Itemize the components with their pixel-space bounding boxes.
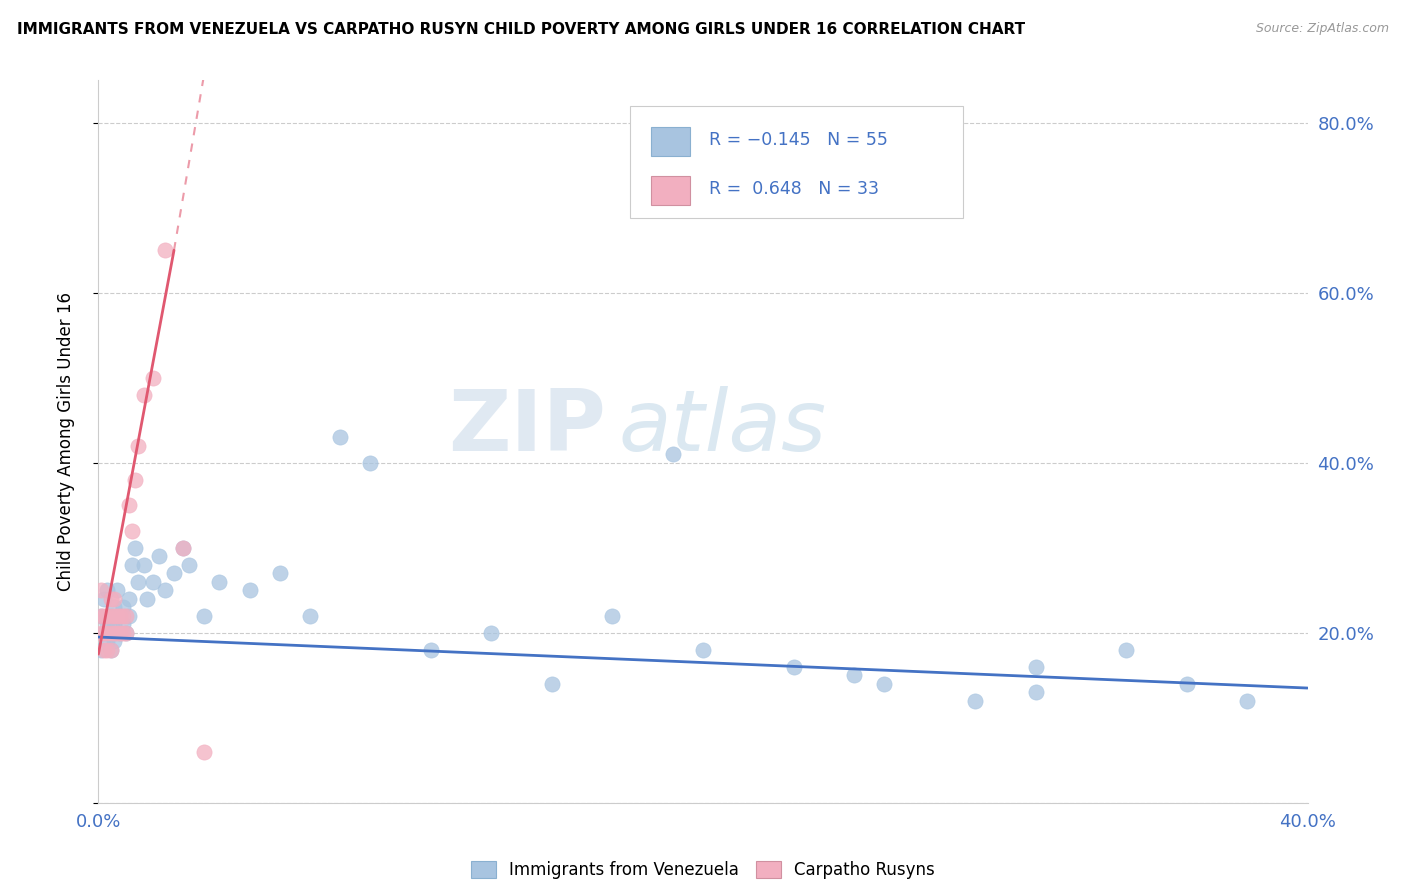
Point (96, 608, 118, 623)
Text: ZIP: ZIP (449, 385, 606, 468)
Point (96, 634, 118, 648)
Point (93, 642, 115, 657)
Point (142, 371, 165, 385)
Point (193, 608, 215, 623)
Point (1024, 685, 1046, 699)
Point (148, 549, 170, 564)
Point (269, 566, 291, 581)
Point (90, 642, 112, 657)
Point (208, 574, 231, 589)
Point (108, 608, 131, 623)
Point (135, 591, 157, 606)
Point (193, 745, 215, 759)
Point (114, 625, 136, 640)
Point (299, 608, 322, 623)
Point (103, 591, 125, 606)
Point (118, 498, 141, 512)
Point (93, 608, 115, 623)
Point (96, 617, 118, 632)
Point (873, 677, 896, 691)
Text: IMMIGRANTS FROM VENEZUELA VS CARPATHO RUSYN CHILD POVERTY AMONG GIRLS UNDER 16 C: IMMIGRANTS FROM VENEZUELA VS CARPATHO RU… (17, 22, 1025, 37)
Point (103, 600, 125, 615)
Point (105, 583, 128, 598)
Point (105, 625, 128, 640)
Point (124, 541, 146, 555)
Point (114, 625, 136, 640)
Point (96, 625, 118, 640)
Point (172, 541, 194, 555)
Point (103, 634, 125, 648)
Point (142, 574, 165, 589)
Point (783, 660, 806, 674)
Point (111, 625, 134, 640)
Legend: Immigrants from Venezuela, Carpatho Rusyns: Immigrants from Venezuela, Carpatho Rusy… (464, 855, 942, 886)
Point (100, 608, 122, 623)
Point (100, 625, 122, 640)
Point (100, 591, 122, 606)
Point (114, 608, 136, 623)
Point (96, 642, 118, 657)
Point (124, 473, 146, 487)
Point (132, 388, 155, 402)
Point (96, 583, 118, 598)
Point (90, 625, 112, 640)
Point (965, 694, 987, 708)
Point (127, 439, 149, 453)
Point (1115, 642, 1137, 657)
Point (111, 608, 134, 623)
Point (661, 447, 683, 461)
Point (602, 608, 624, 623)
Point (93, 625, 115, 640)
Y-axis label: Child Poverty Among Girls Under 16: Child Poverty Among Girls Under 16 (56, 292, 75, 591)
Point (844, 668, 866, 682)
Point (132, 558, 155, 572)
Point (127, 574, 149, 589)
Point (108, 625, 131, 640)
Point (121, 558, 143, 572)
Point (90, 608, 112, 623)
Point (239, 583, 262, 598)
Point (90, 608, 112, 623)
Point (1175, 677, 1198, 691)
Point (1236, 694, 1258, 708)
Point (481, 625, 503, 640)
Point (108, 608, 131, 623)
Point (540, 677, 562, 691)
Point (420, 642, 443, 657)
Bar (651, 128, 690, 156)
Point (100, 625, 122, 640)
Text: atlas: atlas (619, 385, 827, 468)
Point (118, 608, 141, 623)
Point (100, 642, 122, 657)
Point (692, 642, 714, 657)
Point (93, 625, 115, 640)
Point (111, 617, 134, 632)
Point (105, 608, 128, 623)
Point (100, 608, 122, 623)
Point (93, 591, 115, 606)
Point (172, 541, 194, 555)
Point (329, 430, 352, 444)
Point (111, 600, 134, 615)
Point (103, 608, 125, 623)
Point (100, 642, 122, 657)
Point (360, 456, 382, 470)
Point (153, 583, 176, 598)
Point (179, 558, 201, 572)
Point (103, 625, 125, 640)
Bar (651, 177, 690, 205)
Point (105, 608, 128, 623)
Point (108, 625, 131, 640)
Point (90, 583, 112, 598)
Text: R = −0.145   N = 55: R = −0.145 N = 55 (709, 130, 889, 149)
Point (1024, 660, 1046, 674)
Point (153, 244, 176, 258)
Point (121, 524, 143, 538)
Text: Source: ZipAtlas.com: Source: ZipAtlas.com (1256, 22, 1389, 36)
Point (118, 591, 141, 606)
Point (103, 617, 125, 632)
Text: R =  0.648   N = 33: R = 0.648 N = 33 (709, 179, 879, 198)
Point (163, 566, 186, 581)
FancyBboxPatch shape (630, 105, 963, 218)
